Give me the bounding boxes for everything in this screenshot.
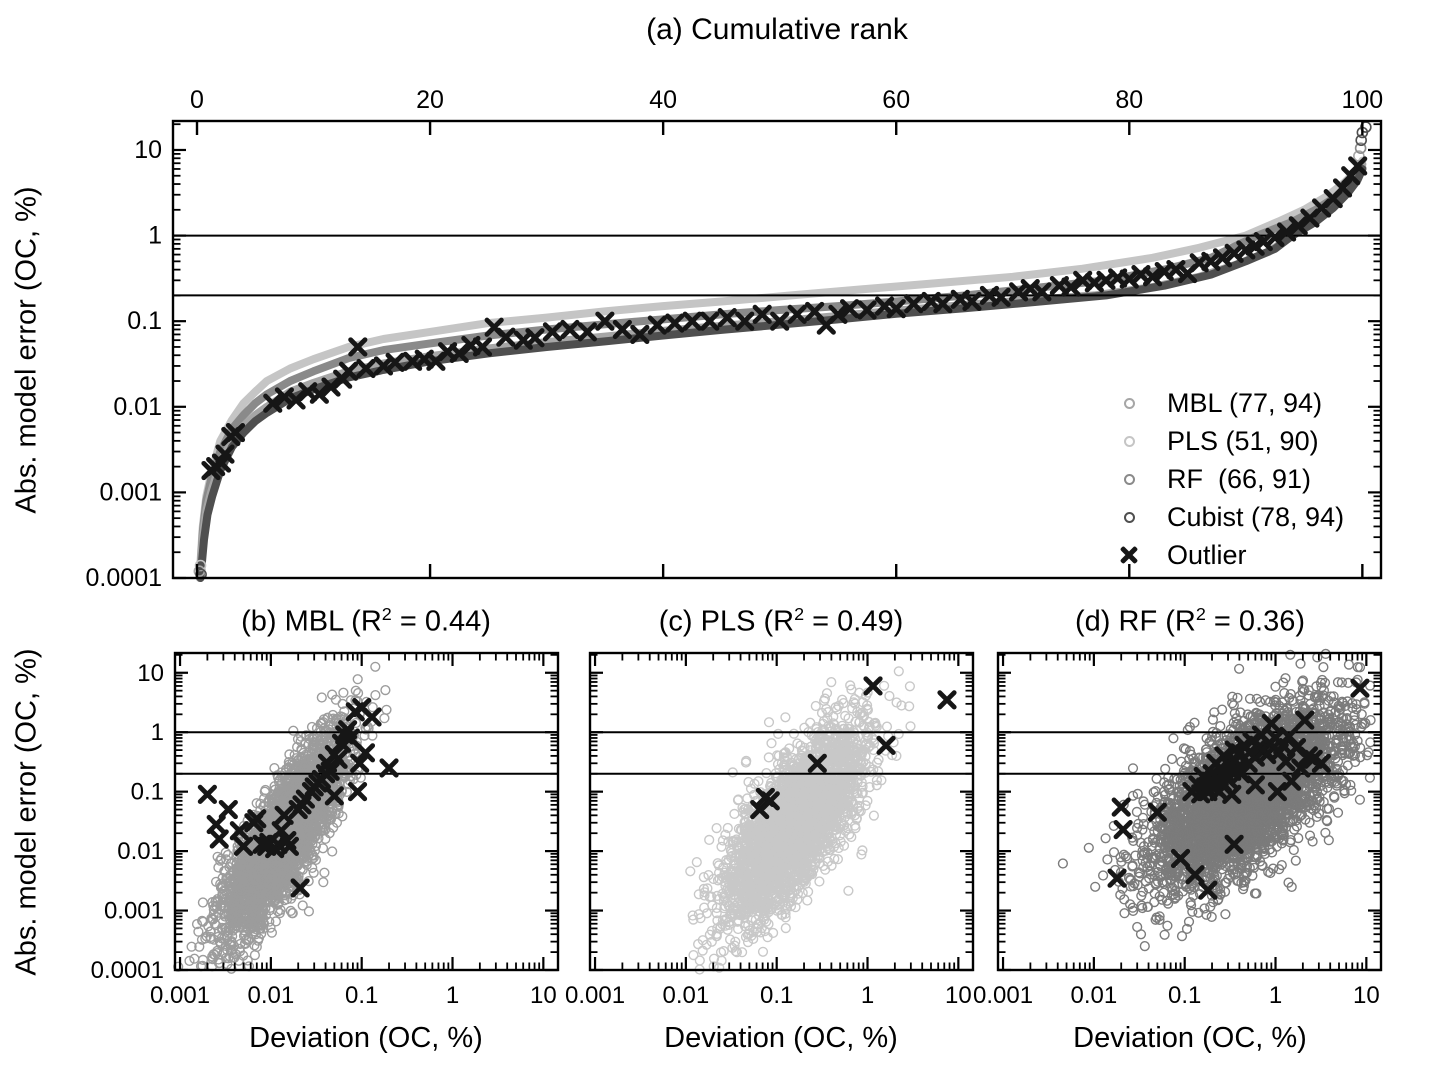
svg-text:0.01: 0.01 (248, 982, 295, 1009)
x-axis-label-c: Deviation (OC, %) (664, 1022, 898, 1054)
panel-c-title-text2: = 0.49) (804, 605, 904, 638)
cubist-circle-icon (1103, 511, 1155, 523)
svg-text:0.01: 0.01 (113, 393, 162, 421)
panel-c-title: (c) PLS (R2 = 0.49) (591, 604, 971, 639)
legend-item-outlier: Outlier (1103, 536, 1344, 574)
svg-text:1: 1 (148, 222, 162, 250)
y-axis-label-bottom: Abs. model error (OC, %) (10, 648, 43, 976)
legend-item-rf: RF (66, 91) (1103, 460, 1344, 498)
legend-item-pls: PLS (51, 90) (1103, 422, 1344, 460)
svg-text:0.0001: 0.0001 (91, 957, 164, 984)
pls-circle-icon (1103, 435, 1155, 447)
x-axis-label-b: Deviation (OC, %) (249, 1022, 483, 1054)
svg-text:10: 10 (134, 136, 162, 164)
svg-text:10: 10 (137, 660, 164, 687)
legend: MBL (77, 94) PLS (51, 90) RF (66, 91) Cu… (1103, 384, 1344, 574)
panel-b-title-sup: 2 (381, 604, 392, 624)
legend-label-pls: PLS (51, 90) (1167, 425, 1319, 456)
panel-d-title-text2: = 0.36) (1205, 605, 1305, 638)
svg-text:0.1: 0.1 (131, 779, 164, 806)
panel-d-title-text: (d) RF (R (1075, 605, 1196, 638)
legend-item-mbl: MBL (77, 94) (1103, 384, 1344, 422)
outlier-x-icon (1103, 544, 1155, 566)
svg-text:80: 80 (1115, 86, 1143, 114)
svg-text:1: 1 (446, 982, 459, 1009)
svg-text:100: 100 (1341, 86, 1383, 114)
svg-text:0.1: 0.1 (127, 307, 162, 335)
svg-text:0.0001: 0.0001 (86, 564, 162, 592)
svg-text:40: 40 (649, 86, 677, 114)
svg-text:0: 0 (190, 86, 204, 114)
legend-label-outlier: Outlier (1167, 539, 1247, 570)
panel-c-title-text: (c) PLS (R (658, 605, 795, 638)
panel-b-title: (b) MBL (R2 = 0.44) (176, 604, 556, 639)
mbl-circle-icon (1103, 397, 1155, 409)
legend-item-cubist: Cubist (78, 94) (1103, 498, 1344, 536)
panel-d-title: (d) RF (R2 = 0.36) (1000, 604, 1380, 639)
panel-a: 10 1 0.1 0.01 0.001 0.0001 0 20 40 60 80 100 (86, 86, 1384, 592)
panel-a-title: (a) Cumulative rank (646, 13, 908, 46)
panel-b-title-text: (b) MBL (R (241, 605, 382, 638)
svg-text:0.01: 0.01 (117, 838, 164, 865)
svg-text:20: 20 (416, 86, 444, 114)
curve-pls (195, 156, 1367, 576)
legend-label-mbl: MBL (77, 94) (1167, 387, 1323, 418)
legend-label-cubist: Cubist (78, 94) (1167, 501, 1345, 532)
panel-d: 0.001 0.01 0.1 1 10 (973, 648, 1383, 1009)
panel-c-title-sup: 2 (794, 604, 805, 624)
svg-text:10: 10 (530, 982, 557, 1009)
svg-text:0.001: 0.001 (104, 898, 164, 925)
svg-text:0.001: 0.001 (150, 982, 210, 1009)
rf-circle-icon (1103, 473, 1155, 485)
panel-b-title-text2: = 0.44) (391, 605, 491, 638)
panel-d-title-sup: 2 (1195, 604, 1206, 624)
legend-label-rf: RF (66, 91) (1167, 463, 1312, 494)
svg-text:60: 60 (882, 86, 910, 114)
svg-text:1: 1 (151, 719, 164, 746)
y-axis-label-top: Abs. model error (OC, %) (10, 186, 43, 514)
svg-text:0.001: 0.001 (99, 478, 162, 506)
svg-text:0.1: 0.1 (345, 982, 378, 1009)
panel-c: 0.001 0.01 0.1 1 10 (565, 651, 975, 1009)
x-axis-label-d: Deviation (OC, %) (1073, 1022, 1307, 1054)
